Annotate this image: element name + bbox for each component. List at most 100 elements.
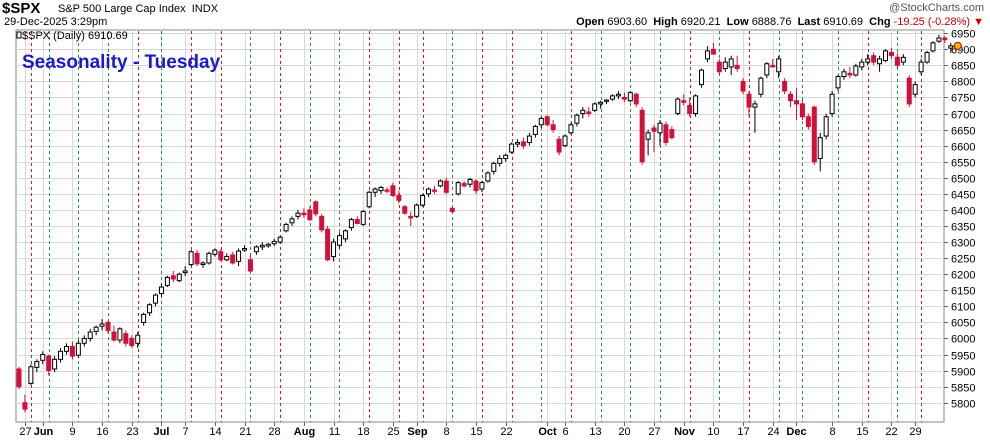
x-tick-label: Sep — [407, 426, 427, 438]
y-tick-label: 6750 — [951, 93, 975, 105]
chg-label: Chg — [869, 16, 891, 28]
candle-down — [408, 215, 414, 219]
y-tick-label: 6600 — [951, 142, 975, 154]
candle-up — [182, 270, 188, 274]
y-tick-label: 6700 — [951, 110, 975, 122]
candle-up — [615, 93, 621, 97]
candle-up — [426, 188, 432, 195]
candle-down — [111, 331, 117, 341]
candle-up — [206, 252, 212, 264]
candle-up — [574, 114, 580, 124]
candle-up — [242, 247, 248, 251]
y-tick-label: 6150 — [951, 286, 975, 298]
high-value: 6920.21 — [680, 16, 721, 28]
last-label: Last — [797, 16, 821, 28]
candle-down — [123, 333, 129, 344]
candle-down — [710, 48, 716, 55]
candle-down — [443, 180, 449, 193]
candle-up — [526, 135, 532, 143]
candle-up — [28, 366, 34, 384]
candle-down — [586, 111, 592, 115]
candle-up — [331, 241, 337, 258]
x-tick-label: Nov — [674, 426, 696, 438]
candle-up — [75, 342, 81, 356]
candle-down — [16, 368, 22, 388]
candle-down — [746, 93, 752, 108]
candle-up — [420, 194, 426, 206]
candle-up — [835, 76, 841, 89]
x-tick-label: Jun — [34, 426, 54, 438]
x-tick-label: Dec — [786, 426, 806, 438]
x-tick-label: 11 — [329, 426, 340, 438]
x-tick-label: Aug — [294, 426, 315, 438]
x-tick-label: 23 — [126, 426, 138, 438]
candle-down — [247, 259, 253, 272]
candle-down — [799, 103, 805, 118]
candle-down — [129, 337, 135, 347]
candle-up — [93, 326, 99, 332]
candle-up — [135, 334, 141, 344]
candle-down — [550, 124, 556, 131]
y-tick-label: 6950 — [951, 29, 975, 41]
candle-up — [253, 246, 259, 253]
candle-down — [461, 183, 467, 187]
candle-up — [372, 188, 378, 193]
y-tick-label: 6850 — [951, 61, 975, 73]
candle-up — [117, 328, 123, 341]
candle-up — [236, 250, 242, 262]
y-tick-label: 5900 — [951, 367, 975, 379]
candle-up — [360, 211, 366, 225]
candle-up — [758, 77, 764, 95]
y-tick-label: 6400 — [951, 206, 975, 218]
brand-watermark[interactable]: @StockCharts.com — [889, 2, 984, 14]
candle-down — [319, 215, 325, 231]
x-tick-label: 15 — [856, 426, 868, 438]
candle-up — [859, 61, 865, 68]
candle-up — [930, 42, 936, 52]
x-tick-label: 20 — [618, 426, 630, 438]
x-tick-label: 15 — [470, 426, 482, 438]
candle-up — [604, 99, 610, 102]
x-tick-label: 7 — [182, 426, 188, 438]
candle-up — [467, 178, 473, 185]
y-tick-label: 6000 — [951, 334, 975, 346]
y-tick-label: 6650 — [951, 126, 975, 138]
candle-down — [354, 219, 360, 224]
y-tick-label: 5800 — [951, 399, 975, 411]
candle-up — [538, 117, 544, 126]
candle-down — [793, 100, 799, 105]
x-tick-label: 28 — [268, 426, 280, 438]
candle-up — [366, 191, 372, 208]
candle-up — [912, 84, 918, 95]
candle-down — [218, 251, 224, 261]
candle-up — [188, 251, 194, 266]
candle-up — [693, 95, 699, 115]
x-tick-label: 14 — [209, 426, 221, 438]
candle-up — [479, 182, 485, 190]
candle-up — [865, 58, 871, 63]
candle-up — [147, 304, 153, 314]
candle-up — [176, 273, 182, 282]
candle-down — [734, 64, 740, 70]
candle-up — [158, 286, 164, 294]
candle-up — [295, 212, 301, 217]
candle-up — [34, 361, 40, 368]
candle-down — [449, 207, 455, 213]
candle-down — [782, 80, 788, 92]
candle-down — [105, 321, 111, 331]
candle-up — [900, 56, 906, 63]
candle-down — [46, 355, 52, 372]
chart-title: Seasonality - Tuesday — [22, 52, 221, 73]
candle-down — [384, 189, 390, 192]
candle-down — [556, 138, 562, 153]
quote-summary: Open 6903.60 High 6920.21 Low 6888.76 La… — [576, 16, 984, 28]
candle-down — [805, 116, 811, 127]
candle-up — [224, 256, 230, 261]
candle-up — [704, 50, 710, 60]
y-tick-label: 6350 — [951, 222, 975, 234]
candle-down — [894, 56, 900, 66]
candle-up — [289, 218, 295, 224]
candle-up — [414, 204, 420, 217]
